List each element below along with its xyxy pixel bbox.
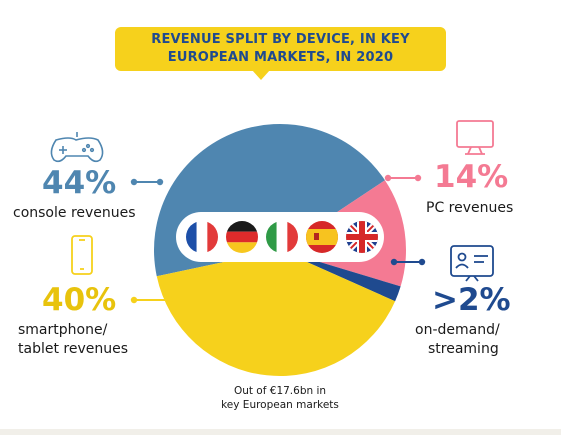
chart-title: REVENUE SPLIT BY DEVICE, IN KEY EUROPEAN…: [115, 27, 446, 71]
gamepad-icon: [50, 132, 104, 163]
flag-italy-icon: [266, 221, 298, 253]
total-note-line-1: Out of €17.6bn in: [233, 385, 327, 397]
pc-label: PC revenues: [426, 200, 514, 216]
leader-streaming: [390, 258, 426, 266]
total-note-line-2: key European markets: [221, 399, 339, 411]
streaming-percent: >2%: [432, 282, 511, 318]
pie-slice-streaming: [280, 250, 401, 302]
pie-slice-mobile: [156, 250, 396, 376]
streaming-screen-icon: [450, 245, 494, 282]
mobile-label-line-2: tablet revenues: [18, 341, 129, 357]
mobile-percent: 40%: [42, 282, 117, 318]
console-label: console revenues: [13, 205, 136, 221]
leader-pc: [384, 174, 422, 182]
flag-spain-icon: [306, 221, 338, 253]
chart-title-line-2: EUROPEAN MARKETS, IN 2020: [167, 50, 394, 65]
leader-console: [130, 178, 164, 186]
pc-percent: 14%: [434, 159, 509, 195]
bottom-strip: [0, 429, 561, 435]
streaming-label-line-2: streaming: [428, 341, 499, 357]
flag-uk-icon: [346, 221, 378, 253]
flag-germany-icon: [226, 221, 258, 253]
console-percent: 44%: [42, 165, 117, 201]
title-pointer: [252, 70, 270, 80]
smartphone-icon: [71, 235, 93, 275]
leader-mobile: [130, 296, 174, 304]
mobile-label-line-1: smartphone/: [18, 322, 108, 338]
total-note: Out of €17.6bn in key European markets: [190, 384, 370, 412]
monitor-icon: [456, 120, 494, 155]
streaming-label-line-1: on-demand/: [415, 322, 500, 338]
chart-title-line-1: REVENUE SPLIT BY DEVICE, IN KEY: [151, 32, 410, 47]
flag-france-icon: [186, 221, 218, 253]
